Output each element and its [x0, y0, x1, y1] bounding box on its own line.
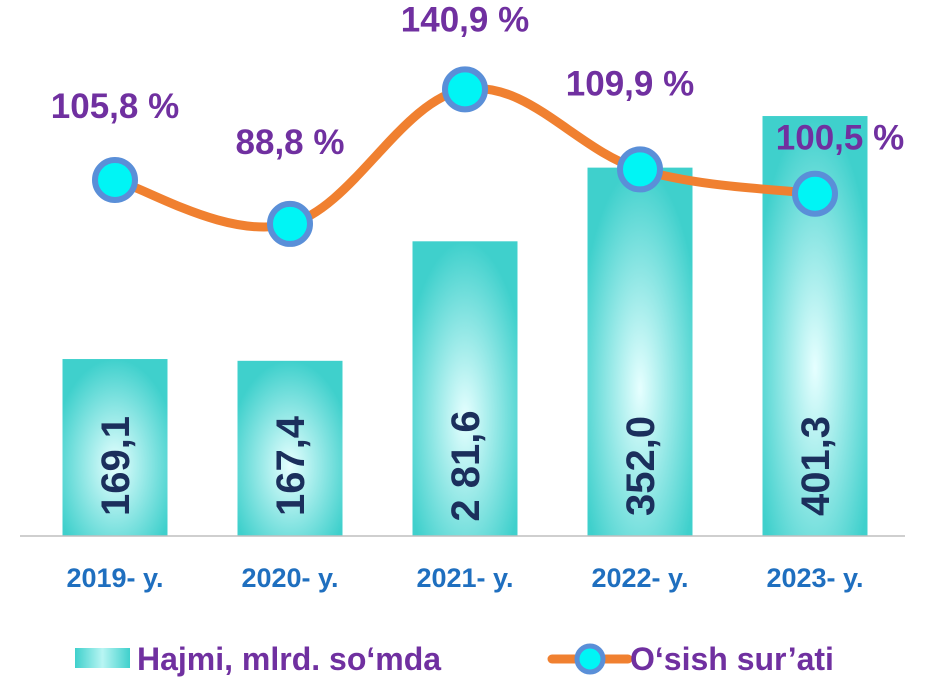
- bars-layer: 169,1 167,4 2 81,6 352,0 401,3: [62, 116, 868, 537]
- legend-label-line: O‘sish sur’ati: [630, 641, 834, 677]
- bar-1: [62, 359, 168, 536]
- bar-4: [587, 167, 693, 536]
- x-tick-label: 2021- y.: [416, 563, 513, 593]
- bar-3: [412, 241, 518, 537]
- bar-value-label: 352,0: [619, 416, 663, 516]
- legend-swatch-bar: [75, 648, 130, 668]
- x-tick-label: 2023- y.: [766, 563, 863, 593]
- growth-point: [792, 170, 838, 217]
- bar-2: [237, 360, 343, 536]
- growth-point: [267, 200, 313, 247]
- x-tick-label: 2020- y.: [241, 563, 338, 593]
- growth-value-label: 100,5 %: [776, 119, 904, 158]
- bar-value-label: 169,1: [94, 416, 138, 516]
- growth-point: [442, 66, 488, 113]
- growth-value-label: 109,9 %: [566, 64, 694, 103]
- growth-value-label: 140,9 %: [401, 0, 529, 39]
- bar-value-label: 167,4: [269, 415, 313, 516]
- legend-swatch-marker: [574, 643, 606, 675]
- growth-point: [92, 157, 138, 204]
- line-layer: 105,8 % 88,8 % 140,9 % 109,9 % 100,5 %: [51, 0, 904, 247]
- legend: Hajmi, mlrd. so‘mda O‘sish sur’ati: [75, 641, 834, 677]
- x-tick-label: 2019- y.: [66, 563, 163, 593]
- bar-value-label: 2 81,6: [444, 410, 488, 521]
- x-tick-labels: 2019- y. 2020- y. 2021- y. 2022- y. 2023- y.: [66, 563, 863, 593]
- bar-value-label: 401,3: [794, 416, 838, 516]
- legend-label-bar: Hajmi, mlrd. so‘mda: [137, 641, 441, 677]
- x-tick-label: 2022- y.: [591, 563, 688, 593]
- growth-value-label: 105,8 %: [51, 87, 179, 126]
- growth-point: [617, 146, 663, 193]
- growth-value-label: 88,8 %: [236, 123, 345, 162]
